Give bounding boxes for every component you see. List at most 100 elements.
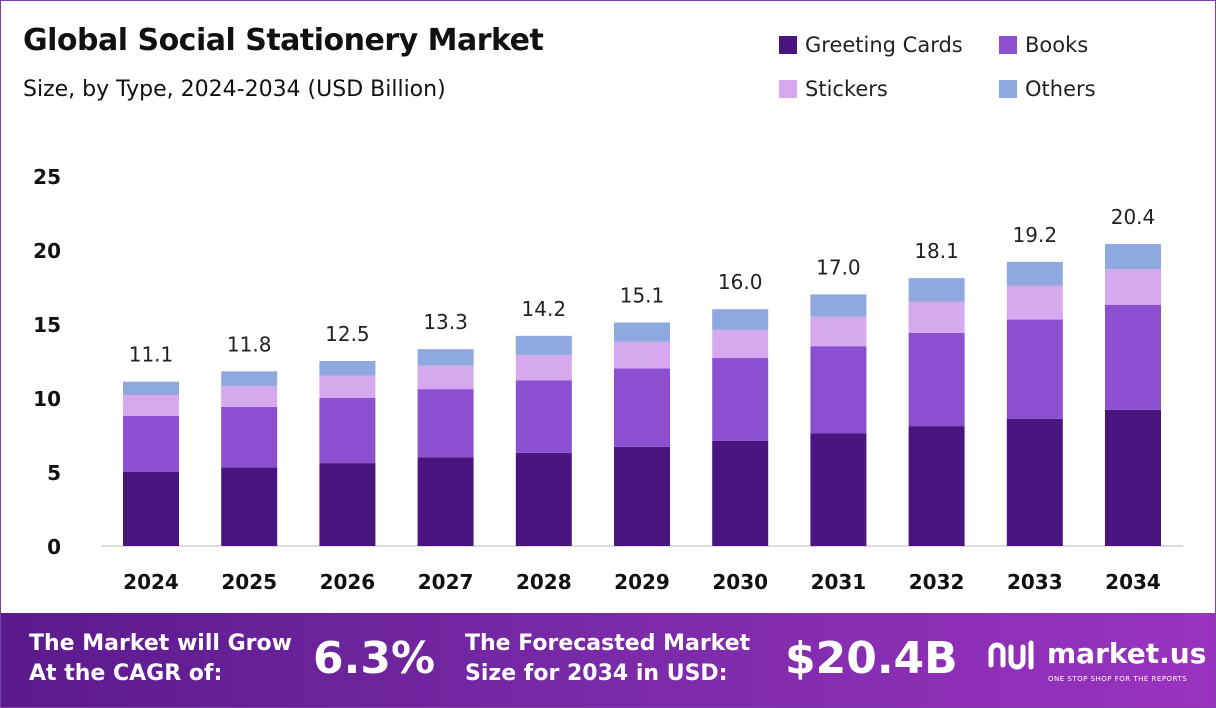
- bar-total-label: 11.8: [227, 332, 272, 356]
- bar-segment-greeting-cards: [417, 457, 474, 546]
- x-tick-label: 2034: [1105, 570, 1161, 594]
- forecast-value: $20.4B: [785, 633, 958, 684]
- bar-segment-stickers: [810, 316, 867, 347]
- cagr-value: 6.3%: [313, 633, 436, 684]
- y-tick-label: 5: [47, 461, 61, 485]
- stacked-bar-chart: 051015202511.1202411.8202512.5202613.320…: [33, 165, 1183, 594]
- legend-item-greeting-cards: Greeting Cards: [779, 33, 963, 57]
- bar-segment-books: [123, 415, 179, 472]
- legend-item-others: Others: [999, 77, 1096, 101]
- bar-segment-stickers: [515, 355, 572, 381]
- bar-total-label: 20.4: [1111, 205, 1156, 229]
- legend-item-stickers: Stickers: [779, 77, 888, 101]
- forecast-label-line2: Size for 2034 in USD:: [465, 661, 728, 686]
- bar-total-label: 17.0: [816, 255, 861, 279]
- cagr-label-line2: At the CAGR of:: [29, 661, 223, 686]
- bar-segment-stickers: [1105, 269, 1161, 305]
- bar-segment-others: [123, 381, 179, 396]
- bar-segment-greeting-cards: [123, 472, 179, 546]
- bar-segment-others: [319, 361, 376, 376]
- bar-segment-greeting-cards: [1006, 418, 1063, 546]
- x-tick-label: 2028: [516, 570, 572, 594]
- chart-subtitle: Size, by Type, 2024-2034 (USD Billion): [23, 77, 446, 102]
- x-tick-label: 2032: [909, 570, 965, 594]
- bar-total-label: 19.2: [1013, 223, 1058, 247]
- chart-title: Global Social Stationery Market: [23, 23, 544, 58]
- cagr-label: The Market will Grow At the CAGR of:: [29, 629, 292, 689]
- y-tick-label: 20: [33, 239, 61, 263]
- bar-segment-books: [810, 346, 867, 434]
- x-tick-label: 2031: [811, 570, 867, 594]
- bar-total-label: 18.1: [914, 239, 959, 263]
- bar-total-label: 13.3: [423, 310, 468, 334]
- market-us-logo-icon: [988, 640, 1034, 670]
- x-tick-label: 2027: [418, 570, 474, 594]
- bar-total-label: 16.0: [718, 270, 763, 294]
- y-tick-label: 15: [33, 313, 61, 337]
- bar-segment-stickers: [614, 341, 670, 369]
- bar-segment-others: [221, 371, 278, 387]
- bar-segment-others: [908, 278, 965, 302]
- chart-legend: Greeting Cards Books Stickers Others: [779, 33, 1199, 113]
- x-tick-label: 2025: [221, 570, 277, 594]
- bar-segment-books: [515, 380, 572, 453]
- legend-swatch-others: [999, 80, 1017, 98]
- bar-segment-books: [319, 398, 376, 464]
- bar-total-label: 15.1: [620, 284, 665, 308]
- bar-segment-books: [1105, 304, 1161, 410]
- bar-segment-others: [810, 294, 867, 317]
- bar-segment-stickers: [417, 365, 474, 390]
- bar-segment-books: [712, 358, 769, 441]
- bar-segment-stickers: [908, 301, 965, 333]
- bar-segment-books: [221, 406, 278, 468]
- bar-segment-stickers: [712, 329, 769, 359]
- legend-swatch-stickers: [779, 80, 797, 98]
- y-tick-label: 25: [33, 165, 61, 189]
- bar-segment-others: [614, 322, 670, 342]
- bar-segment-stickers: [221, 386, 278, 407]
- legend-label: Greeting Cards: [805, 33, 963, 57]
- bar-segment-others: [1105, 244, 1161, 270]
- x-tick-label: 2024: [123, 570, 179, 594]
- footer-banner: The Market will Grow At the CAGR of: 6.3…: [1, 613, 1215, 707]
- legend-label: Books: [1025, 33, 1089, 57]
- x-tick-label: 2033: [1007, 570, 1063, 594]
- legend-label: Stickers: [805, 77, 888, 101]
- y-tick-label: 0: [47, 535, 61, 559]
- bar-segment-books: [614, 368, 670, 447]
- legend-swatch-books: [999, 36, 1017, 54]
- x-tick-label: 2026: [320, 570, 376, 594]
- bar-segment-books: [417, 389, 474, 458]
- forecast-label: The Forecasted Market Size for 2034 in U…: [465, 629, 750, 689]
- cagr-label-line1: The Market will Grow: [29, 631, 292, 656]
- bar-segment-greeting-cards: [1105, 409, 1161, 546]
- bar-segment-others: [515, 335, 572, 356]
- y-tick-label: 10: [33, 387, 61, 411]
- bar-segment-stickers: [123, 395, 179, 416]
- bar-segment-stickers: [319, 375, 376, 398]
- bar-segment-stickers: [1006, 285, 1063, 320]
- bar-segment-greeting-cards: [515, 452, 572, 546]
- legend-item-books: Books: [999, 33, 1088, 57]
- legend-label: Others: [1025, 77, 1096, 101]
- bar-segment-others: [1006, 261, 1063, 286]
- x-tick-label: 2029: [614, 570, 670, 594]
- bar-segment-greeting-cards: [614, 446, 670, 546]
- x-tick-label: 2030: [712, 570, 768, 594]
- bar-segment-greeting-cards: [319, 463, 376, 546]
- legend-swatch-greeting-cards: [779, 36, 797, 54]
- bar-segment-books: [1006, 319, 1063, 419]
- bar-segment-greeting-cards: [221, 467, 278, 546]
- bar-segment-others: [712, 309, 769, 330]
- bar-segment-others: [417, 349, 474, 366]
- bar-total-label: 12.5: [325, 322, 370, 346]
- bar-segment-greeting-cards: [908, 426, 965, 546]
- market-us-logo: market.us ONE STOP SHOP FOR THE REPORTS: [985, 637, 1211, 693]
- forecast-label-line1: The Forecasted Market: [465, 631, 751, 656]
- bar-segment-greeting-cards: [810, 433, 867, 546]
- bar-segment-books: [908, 332, 965, 427]
- bar-segment-greeting-cards: [712, 440, 769, 546]
- bar-total-label: 11.1: [129, 343, 174, 367]
- logo-name: market.us: [1047, 637, 1207, 670]
